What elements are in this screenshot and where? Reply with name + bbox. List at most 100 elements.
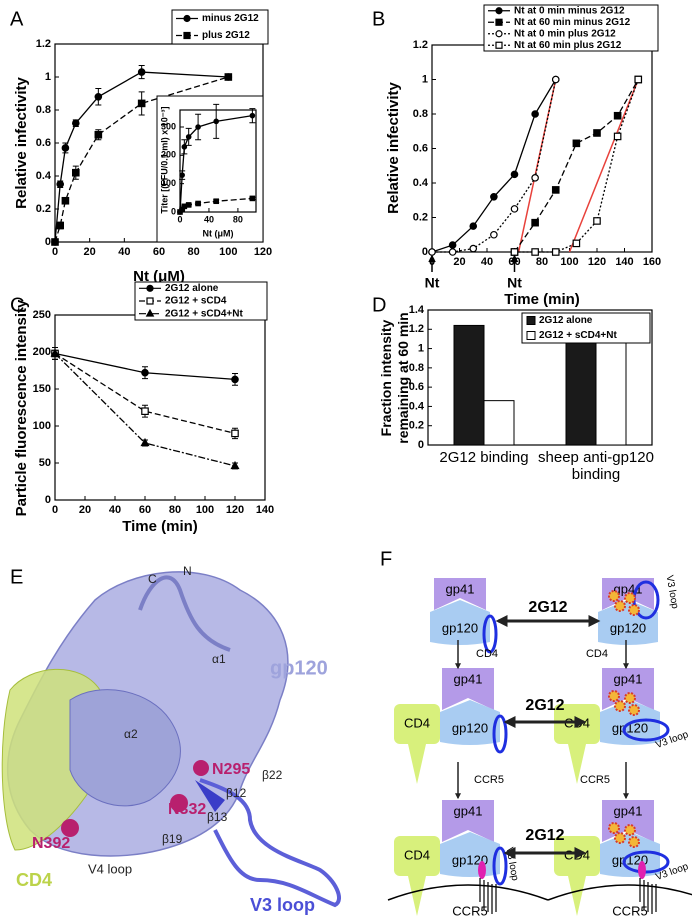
marker bbox=[51, 238, 59, 246]
marker bbox=[71, 168, 80, 177]
marker bbox=[181, 144, 188, 150]
cd4-label: CD4 bbox=[564, 847, 590, 862]
marker bbox=[213, 118, 219, 125]
y-tick-label: 0.6 bbox=[36, 137, 51, 149]
x-tick-label: 140 bbox=[256, 504, 274, 516]
antibody-2g12 bbox=[614, 832, 626, 844]
marker bbox=[593, 129, 601, 137]
marker bbox=[469, 222, 478, 230]
marker bbox=[61, 196, 70, 205]
bar bbox=[595, 338, 627, 446]
gp120-shape bbox=[440, 700, 500, 745]
step-label: CCR5 bbox=[580, 774, 610, 786]
marker bbox=[551, 75, 560, 84]
series-line bbox=[54, 352, 236, 435]
y-tick-label: 1.2 bbox=[409, 323, 424, 335]
ccr5-shape bbox=[479, 878, 497, 914]
x-tick-label: 40 bbox=[118, 246, 130, 258]
y-tick-label: 1 bbox=[422, 73, 428, 85]
marker bbox=[146, 284, 154, 292]
marker bbox=[140, 437, 150, 447]
marker bbox=[495, 30, 503, 38]
arrow-label: 2G12 bbox=[525, 827, 564, 844]
marker bbox=[61, 144, 70, 152]
cd4-stalk bbox=[408, 744, 426, 784]
y-tick-label: 150 bbox=[33, 383, 51, 395]
chart-4: D 0 0.2 0.4 0.6 0.8 1 1.2 1.4 2G12 alone 2G12 + sC… bbox=[372, 294, 653, 451]
x-tick-label: 60 bbox=[139, 504, 151, 516]
marker bbox=[146, 297, 154, 305]
x-tick-label: 80 bbox=[233, 214, 243, 224]
legend-box bbox=[483, 4, 659, 52]
marker bbox=[469, 244, 478, 253]
antibody-2g12 bbox=[624, 692, 636, 704]
y-tick-label: 0.8 bbox=[409, 362, 424, 374]
v3-loop-label: V3 loop bbox=[663, 574, 680, 610]
marker bbox=[572, 139, 581, 148]
y-tick-label: 250 bbox=[33, 309, 51, 321]
marker bbox=[531, 110, 539, 118]
antibody-2g12 bbox=[628, 836, 640, 848]
marker bbox=[185, 134, 192, 140]
x-tick-label: 120 bbox=[226, 504, 244, 516]
marker bbox=[490, 230, 498, 239]
marker bbox=[141, 368, 149, 377]
x-tick-label: 80 bbox=[536, 256, 548, 268]
step-label: CD4 bbox=[476, 648, 498, 660]
structure-label: β13 bbox=[207, 810, 228, 824]
y-tick-label: 1.4 bbox=[409, 304, 425, 316]
y-tick-label: 50 bbox=[39, 457, 51, 469]
y-axis-label: Titer [(FFU/0.1 ml) x 10⁻³] bbox=[159, 106, 169, 213]
y-tick-label: 1.2 bbox=[36, 38, 51, 50]
x-tick-label: 100 bbox=[196, 504, 214, 516]
marker bbox=[249, 112, 256, 119]
y-tick-label: 0.4 bbox=[409, 400, 425, 412]
x-axis-label: Nt (μM) bbox=[203, 228, 234, 238]
cd4-label: CD4 bbox=[404, 847, 430, 862]
marker bbox=[428, 248, 436, 256]
marker bbox=[72, 119, 80, 128]
bar bbox=[453, 324, 485, 446]
x-tick-label: 120 bbox=[254, 246, 272, 258]
antibody-2g12 bbox=[628, 604, 640, 616]
y-axis-label: Fraction intensity remaining at 60 min bbox=[378, 312, 411, 444]
antibody-2g12 bbox=[608, 590, 620, 602]
y-tick-label: 0.8 bbox=[36, 104, 51, 116]
ccr5-label: CCR5 bbox=[612, 903, 647, 918]
legend-label: Nt at 0 min plus 2G12 bbox=[514, 28, 616, 39]
marker bbox=[495, 18, 503, 26]
legend-swatch bbox=[526, 316, 536, 325]
marker bbox=[195, 200, 201, 207]
v3-loop bbox=[622, 718, 670, 742]
structure-label: gp120 bbox=[270, 657, 328, 679]
cd4-stalk bbox=[568, 744, 586, 784]
structure-label: β22 bbox=[262, 768, 283, 782]
y-tick-label: 0.6 bbox=[409, 381, 424, 393]
step-label: CD4 bbox=[586, 648, 608, 660]
ribbon-strand bbox=[138, 575, 231, 652]
annotation: Nt bbox=[425, 275, 440, 291]
y-tick-label: 1.2 bbox=[413, 39, 428, 51]
y-tick-label: 0.6 bbox=[413, 142, 428, 154]
marker bbox=[230, 460, 240, 470]
x-tick-label: 80 bbox=[188, 246, 200, 258]
membrane bbox=[387, 884, 549, 901]
marker bbox=[613, 111, 622, 120]
chart-3: C 0 50 100 150 200 250 0 20 40 60 80 100 120 140 Partic… bbox=[10, 281, 274, 535]
structure-label: N392 bbox=[32, 835, 70, 852]
marker bbox=[448, 241, 457, 249]
marker bbox=[510, 248, 519, 256]
y-tick-label: 0 bbox=[418, 439, 424, 451]
marker bbox=[495, 7, 503, 15]
marker bbox=[179, 172, 185, 178]
plot-frame bbox=[54, 314, 266, 501]
marker bbox=[213, 198, 219, 205]
marker bbox=[495, 41, 503, 49]
gp41-shape bbox=[434, 578, 486, 610]
cd4-shape bbox=[394, 836, 440, 876]
annotation: Nt bbox=[507, 275, 522, 291]
x-axis-label: Time (min) bbox=[504, 291, 580, 308]
y-tick-label: 200 bbox=[161, 150, 176, 160]
x-tick-label: 20 bbox=[79, 504, 91, 516]
